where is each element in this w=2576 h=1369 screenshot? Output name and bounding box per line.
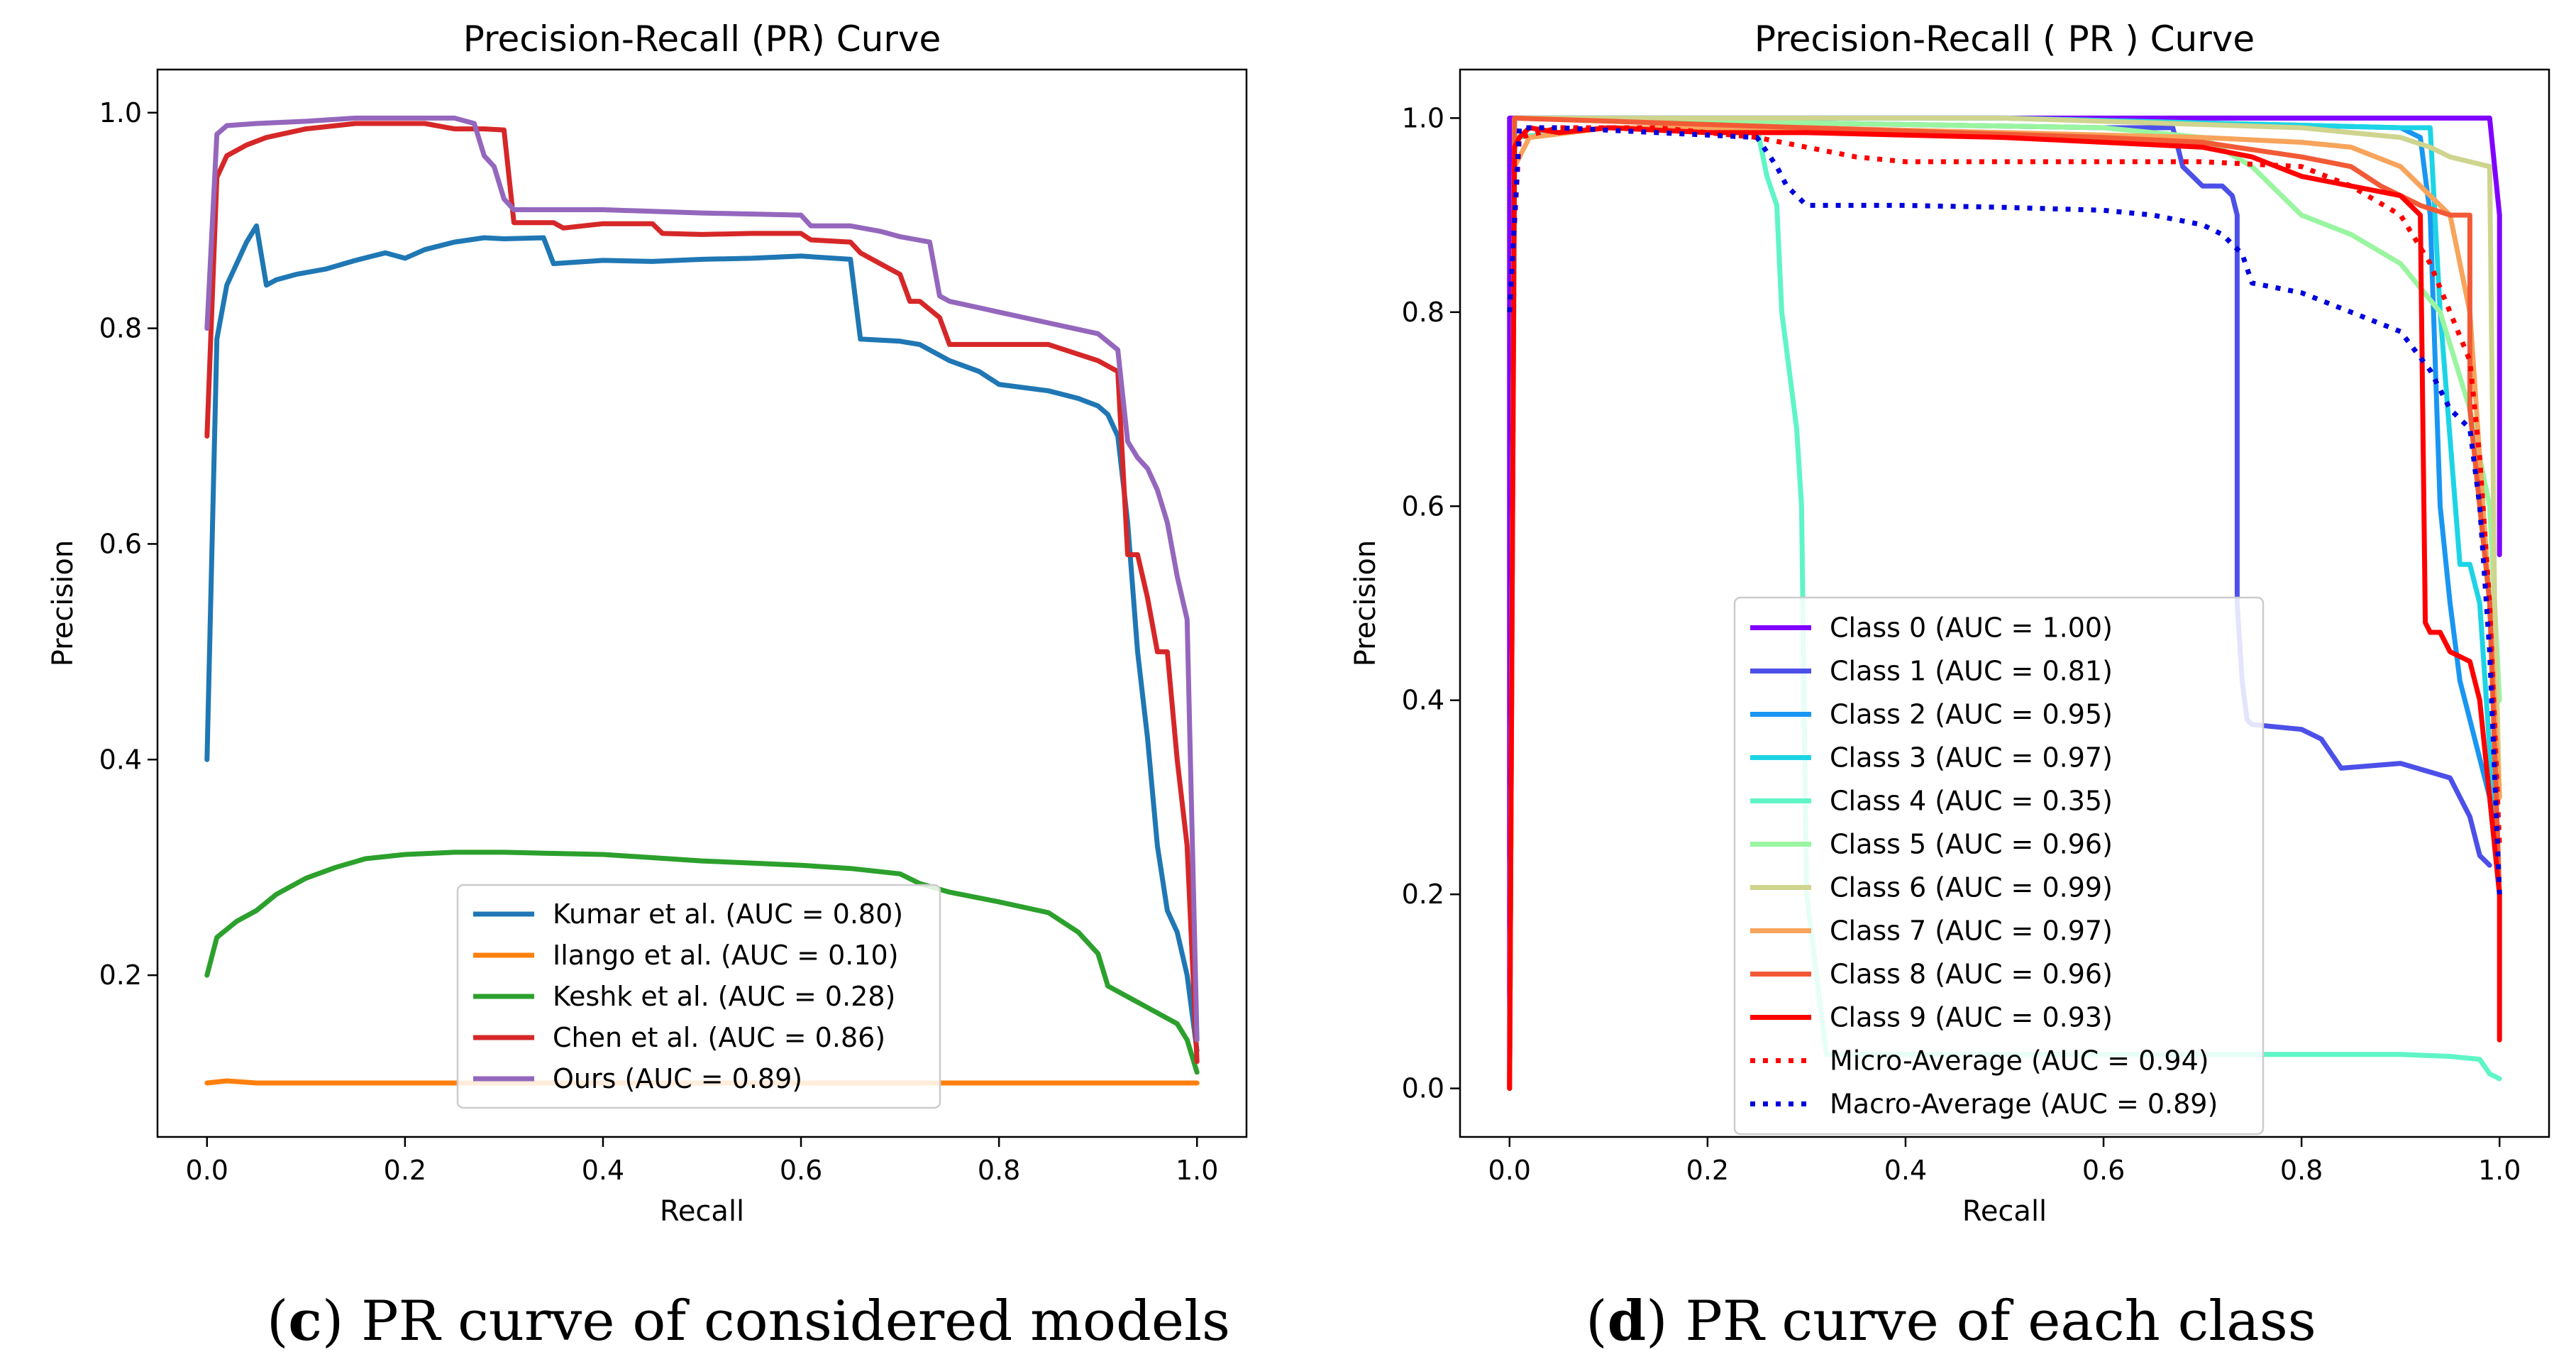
left-x-tick-label: 0.6 <box>780 1155 822 1186</box>
right-legend-entry-6: Class 6 (AUC = 0.99) <box>1830 872 2113 903</box>
left-x-tick-label: 0.0 <box>186 1155 228 1186</box>
caption-left: (c) PR curve of considered models <box>267 1289 1230 1353</box>
left-y-tick-label: 1.0 <box>99 97 142 128</box>
right-series-line-6 <box>1507 115 2502 1092</box>
right-x-tick-label: 0.0 <box>1488 1155 1531 1186</box>
right-legend-entry-4: Class 4 (AUC = 0.35) <box>1830 786 2113 817</box>
right-y-tick-label: 1.0 <box>1402 102 1444 133</box>
left-x-tick-label: 0.8 <box>978 1155 1020 1186</box>
right-y-tick-label: 0.0 <box>1402 1073 1444 1104</box>
left-y-tick-label: 0.2 <box>99 960 142 991</box>
right-legend-entry-8: Class 8 (AUC = 0.96) <box>1830 959 2113 990</box>
right-axes-frame <box>1459 68 2550 1138</box>
right-y-tick-label: 0.8 <box>1402 297 1444 328</box>
right-x-axis-label: Recall <box>1962 1195 2047 1228</box>
left-y-tick-label: 0.8 <box>99 313 142 344</box>
right-legend-entry-2: Class 2 (AUC = 0.95) <box>1830 699 2113 730</box>
right-legend-entry-10: Micro-Average (AUC = 0.94) <box>1830 1045 2209 1077</box>
right-legend-entry-7: Class 7 (AUC = 0.97) <box>1830 916 2113 947</box>
left-axes-frame <box>156 68 1248 1138</box>
right-x-tick-label: 0.2 <box>1686 1155 1729 1186</box>
right-legend-entry-9: Class 9 (AUC = 0.93) <box>1830 1002 2113 1033</box>
caption-right: (d) PR curve of each class <box>1586 1289 2316 1353</box>
right-series-line-9 <box>1507 125 2502 1092</box>
right-legend-box <box>1733 596 2265 1136</box>
right-series-line-5 <box>1507 115 2502 1092</box>
left-series-line-2 <box>204 850 1200 1075</box>
right-legend-entry-1: Class 1 (AUC = 0.81) <box>1830 656 2113 687</box>
left-x-tick-label: 0.2 <box>384 1155 426 1186</box>
left-y-tick-label: 0.6 <box>99 528 142 559</box>
left-legend-entry-2: Keshk et al. (AUC = 0.28) <box>553 981 895 1012</box>
right-chart-title: Precision-Recall ( PR ) Curve <box>1754 18 2255 60</box>
left-y-axis-label: Precision <box>47 540 79 666</box>
right-legend-entry-5: Class 5 (AUC = 0.96) <box>1830 829 2113 860</box>
left-legend-entry-4: Ours (AUC = 0.89) <box>553 1063 802 1094</box>
right-y-tick-label: 0.2 <box>1402 879 1444 910</box>
right-x-tick-label: 0.4 <box>1884 1155 1927 1186</box>
left-series-line-3 <box>204 121 1200 1065</box>
right-y-tick-label: 0.6 <box>1402 490 1444 522</box>
left-x-axis-label: Recall <box>660 1195 744 1228</box>
right-x-tick-label: 0.6 <box>2082 1155 2125 1186</box>
left-x-tick-label: 1.0 <box>1176 1155 1218 1186</box>
right-x-tick-label: 0.8 <box>2280 1155 2323 1186</box>
left-y-tick-label: 0.4 <box>99 744 142 775</box>
left-chart-title: Precision-Recall (PR) Curve <box>463 18 941 60</box>
right-series-line-0 <box>1507 115 2502 1092</box>
right-y-tick-label: 0.4 <box>1402 685 1444 716</box>
pr-chart-considered-models: 0.0 0.2 0.4 0.6 0.8 1.0 0.2 0.4 0.6 0.8 1.0 Precisi… <box>47 18 1248 1228</box>
right-legend-entry-3: Class 3 (AUC = 0.97) <box>1830 742 2113 774</box>
left-series-line-4 <box>204 115 1200 1043</box>
left-x-tick-label: 0.4 <box>582 1155 624 1186</box>
right-y-axis-label: Precision <box>1349 540 1382 666</box>
right-legend-entry-11: Macro-Average (AUC = 0.89) <box>1830 1089 2218 1120</box>
pr-chart-each-class: 0.0 0.2 0.4 0.6 0.8 1.0 0.0 0.2 0.4 0.6 0.8 1.0 Prec… <box>1349 18 2550 1228</box>
right-legend-entry-0: Class 0 (AUC = 1.00) <box>1830 612 2113 644</box>
left-legend-box <box>456 884 941 1109</box>
left-legend-entry-1: Ilango et al. (AUC = 0.10) <box>553 940 899 971</box>
left-legend-entry-3: Chen et al. (AUC = 0.86) <box>553 1022 885 1053</box>
left-legend-entry-0: Kumar et al. (AUC = 0.80) <box>553 898 903 930</box>
right-x-tick-label: 1.0 <box>2478 1155 2521 1186</box>
